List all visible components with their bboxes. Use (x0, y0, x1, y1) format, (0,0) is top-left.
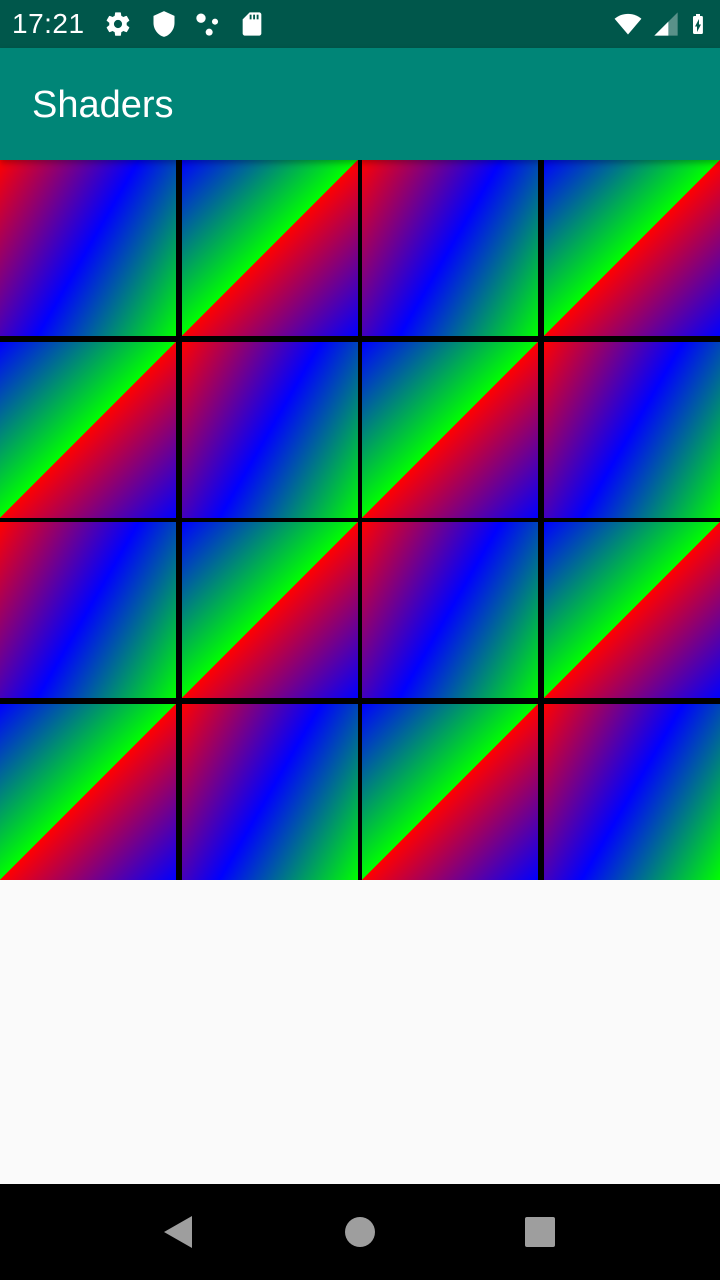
shader-tile (0, 342, 176, 518)
shader-tile (182, 160, 358, 336)
wifi-icon (614, 13, 642, 35)
shader-tile (362, 522, 538, 698)
status-bar: 17:21 (0, 0, 720, 48)
sd-card-icon (242, 12, 262, 36)
shader-tile (544, 704, 720, 880)
app-bar: Shaders (0, 48, 720, 160)
home-icon[interactable] (332, 1204, 388, 1260)
dots-icon (196, 13, 219, 36)
shader-tile (182, 704, 358, 880)
gear-icon (106, 12, 130, 36)
shader-tile (544, 342, 720, 518)
shader-tile (0, 522, 176, 698)
navigation-bar (0, 1184, 720, 1280)
shader-tile (544, 522, 720, 698)
shader-tile (0, 160, 176, 336)
status-time: 17:21 (12, 8, 85, 39)
back-icon[interactable] (152, 1204, 208, 1260)
battery-charging-icon (693, 14, 703, 34)
shader-tile (182, 522, 358, 698)
recents-icon[interactable] (512, 1204, 568, 1260)
shield-icon (153, 11, 175, 37)
cellular-signal-icon (654, 12, 678, 36)
app-title: Shaders (32, 84, 174, 126)
shader-tile (544, 160, 720, 336)
shader-tile (362, 704, 538, 880)
shader-tile (362, 160, 538, 336)
shader-canvas[interactable] (0, 160, 720, 880)
shader-tile (362, 342, 538, 518)
shader-tile (0, 704, 176, 880)
shader-tile (182, 342, 358, 518)
